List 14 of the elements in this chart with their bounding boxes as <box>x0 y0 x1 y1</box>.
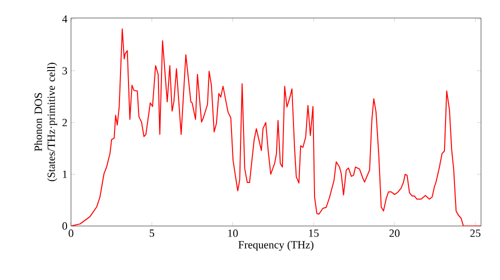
x-axis-title: Frequency (THz) <box>238 240 314 251</box>
y-tick-label: 3 <box>62 67 68 74</box>
y-tick-label: 1 <box>62 170 67 178</box>
x-tick-label: 5 <box>150 230 154 237</box>
y-tick-label: 0 <box>62 222 68 230</box>
y-tick-label: 2 <box>62 118 67 126</box>
x-tick-label: 20 <box>389 230 400 237</box>
x-tick-label: 25 <box>470 230 480 237</box>
y-tick-label: 4 <box>62 15 68 23</box>
y-axis-title: Phonon DOS (States/THz·primitive cell) <box>34 62 58 182</box>
line-series <box>71 28 482 226</box>
x-tick-label: 15 <box>309 230 319 237</box>
x-tick-label: 10 <box>228 230 238 237</box>
x-tick-label: 0 <box>68 230 74 237</box>
